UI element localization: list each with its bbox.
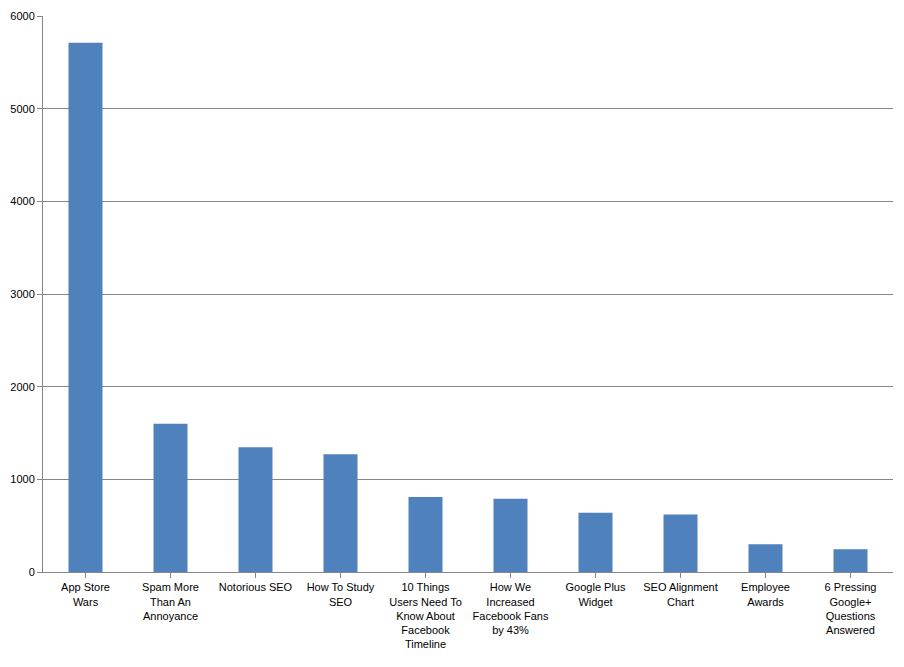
svg-text:0: 0 — [29, 566, 35, 578]
svg-text:Google PlusWidget: Google PlusWidget — [566, 581, 626, 607]
svg-text:Notorious SEO: Notorious SEO — [219, 581, 293, 593]
svg-text:6000: 6000 — [10, 10, 34, 22]
svg-text:How WeIncreasedFacebook Fansby: How WeIncreasedFacebook Fansby 43% — [473, 581, 549, 636]
svg-text:6 PressingGoogle+QuestionsAnsw: 6 PressingGoogle+QuestionsAnswered — [825, 581, 877, 636]
svg-text:10 ThingsUsers Need ToKnow Abo: 10 ThingsUsers Need ToKnow AboutFacebook… — [389, 581, 462, 650]
svg-text:5000: 5000 — [10, 103, 34, 115]
svg-text:How To StudySEO: How To StudySEO — [307, 581, 375, 607]
svg-text:Spam MoreThan AnAnnoyance: Spam MoreThan AnAnnoyance — [142, 581, 199, 622]
svg-text:App StoreWars: App StoreWars — [61, 581, 110, 607]
svg-text:SEO AlignmentChart: SEO AlignmentChart — [643, 581, 718, 607]
svg-text:EmployeeAwards: EmployeeAwards — [741, 581, 790, 607]
svg-text:1000: 1000 — [10, 473, 34, 485]
svg-text:3000: 3000 — [10, 288, 34, 300]
svg-text:4000: 4000 — [10, 195, 34, 207]
svg-text:2000: 2000 — [10, 381, 34, 393]
